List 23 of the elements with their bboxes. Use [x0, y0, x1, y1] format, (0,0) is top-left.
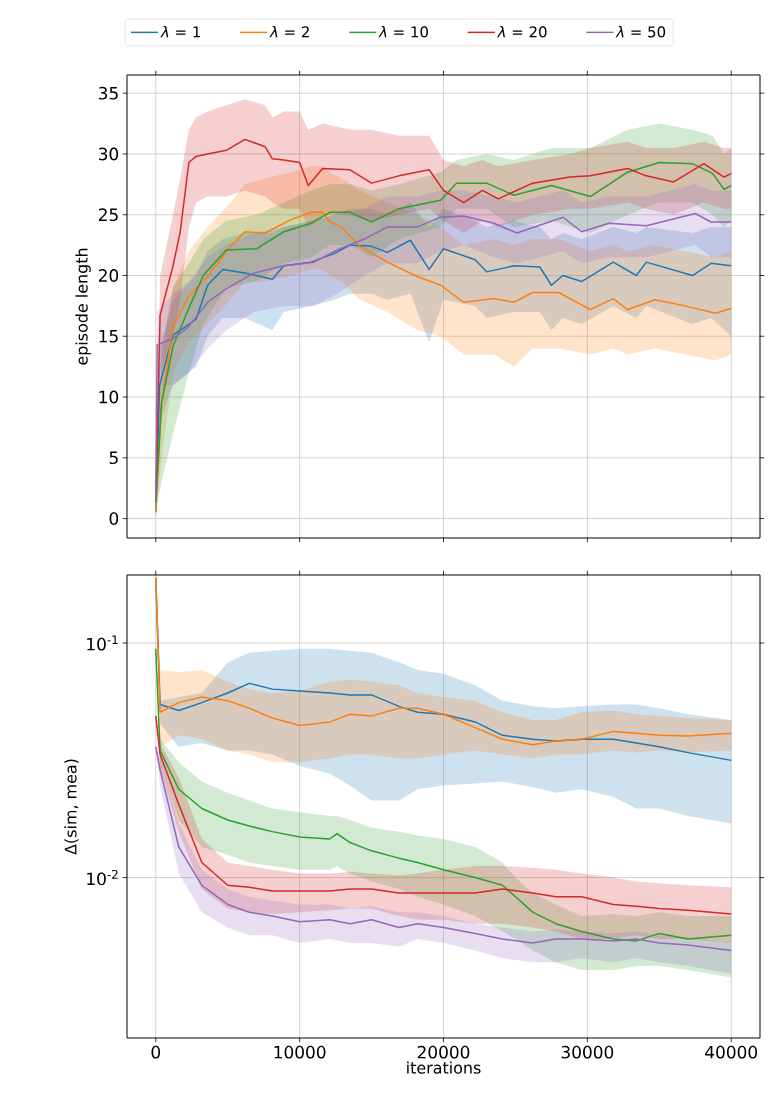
y-tick-label: 15 — [99, 329, 118, 343]
x-tick-label: 40000 — [705, 1045, 758, 1059]
x-tick-label: 10000 — [274, 1045, 326, 1059]
x-tick-label: 30000 — [561, 1045, 614, 1059]
y-tick-label: 10 — [99, 390, 119, 404]
y-tick-label: 20 — [98, 269, 119, 282]
y-axis-title: Δ(sim, mea) — [64, 759, 79, 855]
y-tick-label: 30 — [98, 147, 119, 161]
legend-label: λ = 1 — [160, 25, 200, 38]
legend-label: λ = 2 — [269, 25, 309, 38]
y-tick-label: 0 — [109, 512, 119, 525]
legend-label: λ = 50 — [615, 25, 666, 38]
y-tick-label: 10$^{-2}$ — [87, 869, 118, 886]
y-tick-label: 25 — [98, 208, 118, 222]
y-tick-label: 5 — [109, 451, 118, 465]
x-tick-label: 20000 — [417, 1045, 470, 1059]
y-tick-label: 35 — [98, 86, 118, 100]
legend-label: λ = 20 — [497, 25, 547, 38]
y-tick-label: 10$^{-1}$ — [87, 635, 118, 651]
x-axis-title: iterations — [407, 1061, 481, 1074]
legend-label: λ = 10 — [378, 25, 428, 38]
x-tick-label: 0 — [151, 1045, 161, 1059]
y-axis-title: episode length — [75, 248, 91, 365]
